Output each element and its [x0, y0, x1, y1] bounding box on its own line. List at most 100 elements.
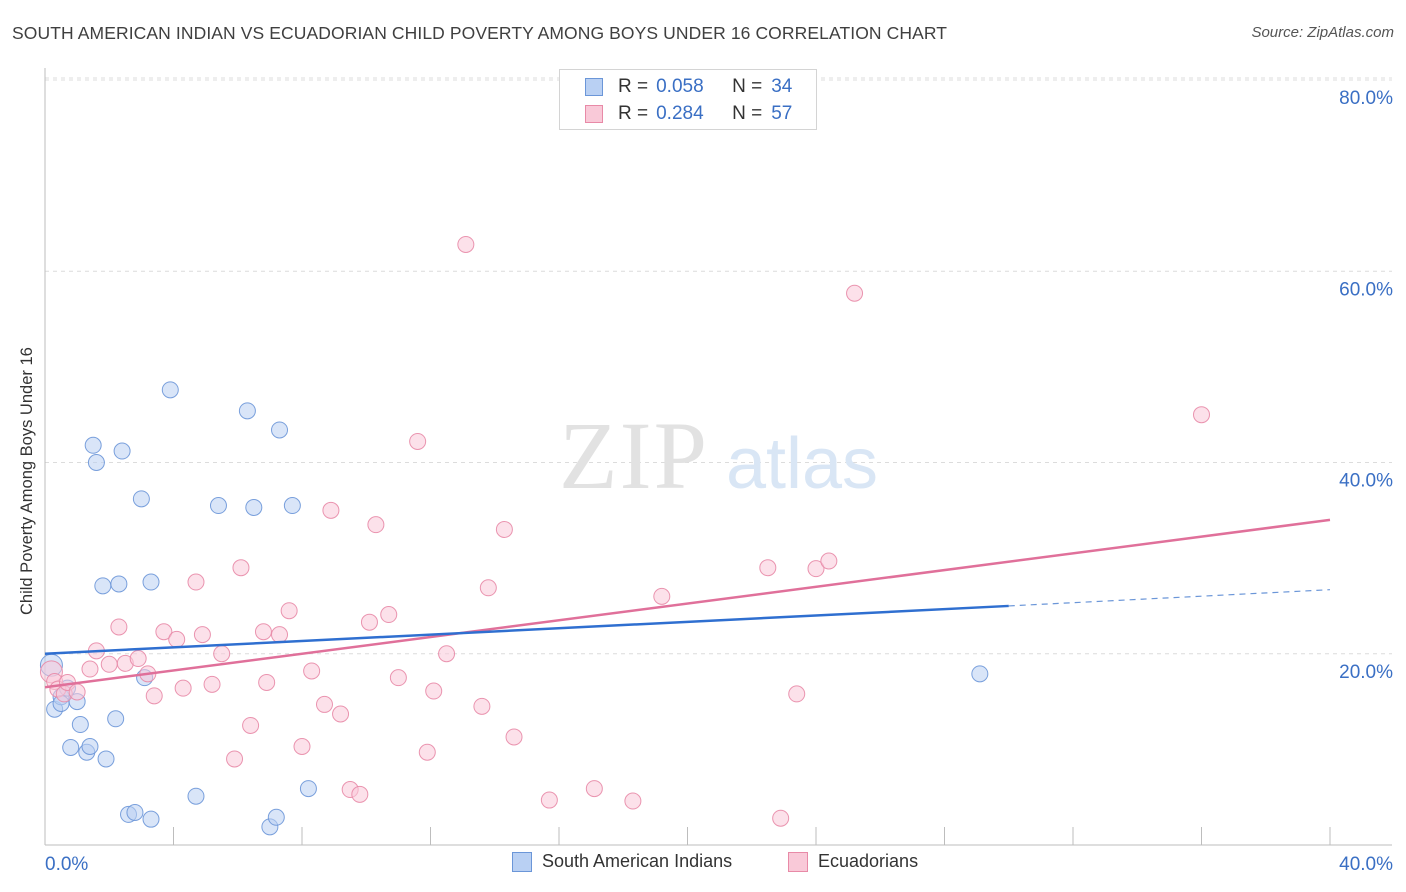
ecuadorian-point — [203, 675, 221, 693]
ecuadorian-point — [315, 695, 333, 713]
south-american-indian-point — [267, 808, 285, 826]
ecuadorian-point — [807, 560, 825, 578]
y-tick-label: 20.0% — [1339, 662, 1393, 683]
south-american-indian-point — [187, 787, 205, 805]
south-american-indian-point — [283, 497, 301, 515]
ecuadorian-point — [585, 780, 603, 798]
ecuadorian-point — [425, 682, 443, 700]
south-american-indian-point — [132, 490, 150, 508]
ecuadorian-point — [145, 687, 163, 705]
ecuadorian-point — [389, 669, 407, 687]
series-label: Ecuadorians — [818, 851, 919, 871]
ecuadorian-point — [772, 809, 790, 827]
ecuadorian-point — [409, 432, 427, 450]
south-american-indian-point — [84, 436, 102, 454]
legend-n-label: N = — [732, 103, 763, 124]
x-tick-label: 0.0% — [45, 854, 88, 875]
south-american-indian-trend-line — [44, 604, 1009, 655]
source-credit: Source: ZipAtlas.com — [1251, 24, 1394, 41]
ecuadorian-point — [232, 559, 250, 577]
watermark-atlas: atlas — [726, 424, 878, 504]
ecuadorian-point — [495, 520, 513, 538]
south-american-indian-point — [209, 497, 227, 515]
south-american-indian-point — [161, 381, 179, 399]
series-swatch-blue — [512, 851, 532, 872]
ecuadorian-point — [81, 660, 99, 678]
ecuadorian-point — [360, 613, 378, 631]
y-tick-label: 80.0% — [1339, 88, 1393, 109]
south-american-indian-point — [107, 710, 125, 728]
ecuadorian-point — [418, 743, 436, 761]
ecuadorian-point — [624, 792, 642, 810]
south-american-indian-point — [971, 665, 989, 683]
ecuadorian-point — [788, 685, 806, 703]
legend-n-value: 34 — [771, 76, 793, 97]
ecuadorian-point — [129, 650, 147, 668]
ecuadorian-point — [280, 602, 298, 620]
ecuadorian-point — [473, 697, 491, 715]
ecuadorian-point — [846, 284, 864, 302]
south-american-indian-point — [81, 738, 99, 756]
series-swatch-pink — [788, 851, 808, 872]
south-american-indian-point — [110, 575, 128, 593]
legend-n-label: N = — [732, 76, 763, 97]
ecuadorian-point — [457, 235, 475, 253]
ecuadorian-point — [193, 626, 211, 644]
ecuadorian-point — [258, 673, 276, 691]
ecuadorian-point — [322, 501, 340, 519]
axes — [44, 68, 1392, 846]
legend-r-value: 0.058 — [656, 76, 704, 97]
watermark-zip: ZIP — [559, 402, 709, 509]
legend-n-value: 57 — [771, 103, 793, 124]
ecuadorian-point — [479, 579, 497, 597]
ecuadorian-point — [820, 552, 838, 570]
south-american-indian-point — [245, 498, 263, 516]
ecuadorian-point — [293, 738, 311, 756]
ecuadorian-point — [68, 683, 86, 701]
legend-row-ecuadorians: R = 0.284 N = 57 — [585, 102, 793, 126]
ecuadorian-point — [540, 791, 558, 809]
legend-r-label: R = — [618, 76, 649, 97]
tick-labels: 20.0% 40.0% 60.0% 80.0% 0.0% 40.0% — [45, 88, 1393, 875]
series-label: South American Indians — [542, 851, 733, 871]
legend-swatch-blue — [585, 78, 603, 96]
south-american-indian-point — [71, 716, 89, 734]
ecuadorian-point — [438, 645, 456, 663]
south-american-indian-point — [142, 573, 160, 591]
ecuadorian-point — [380, 606, 398, 624]
legend-r-value: 0.284 — [656, 103, 704, 124]
legend-r-label: R = — [618, 103, 649, 124]
x-tick-label: 40.0% — [1339, 854, 1393, 875]
ecuadorian-point — [242, 716, 260, 734]
south-american-indian-trend-extension — [1008, 589, 1331, 607]
south-american-indian-point — [62, 738, 80, 756]
series-legend: South American Indians Ecuadorians — [0, 851, 1406, 877]
ecuadorian-point — [759, 559, 777, 577]
legend-swatch-pink — [585, 105, 603, 123]
ecuadorian-point — [351, 785, 369, 803]
ecuadorian-point — [168, 630, 186, 648]
y-tick-label: 40.0% — [1339, 471, 1393, 492]
ecuadorian-trend-line — [44, 518, 1331, 689]
south-american-indian-point — [271, 421, 289, 439]
south-american-indian-point — [87, 454, 105, 471]
y-tick-label: 60.0% — [1339, 279, 1393, 300]
ecuadorian-point — [155, 623, 173, 641]
legend-row-south-american-indians: R = 0.058 N = 34 — [585, 75, 793, 99]
ecuadorian-point — [254, 623, 272, 641]
ecuadorian-point — [505, 728, 523, 746]
south-american-indian-point — [299, 780, 317, 798]
ecuadorian-point — [110, 618, 128, 636]
ecuadorian-point — [226, 750, 244, 768]
series-legend-south-american-indians: South American Indians — [512, 851, 732, 872]
ecuadorian-point — [303, 662, 321, 680]
south-american-indian-point — [238, 402, 256, 420]
watermark: ZIP atlas — [559, 402, 878, 509]
series-legend-ecuadorians: Ecuadorians — [788, 851, 918, 872]
ecuadorian-point — [100, 655, 118, 673]
ecuadorian-point — [653, 587, 671, 605]
ecuadorian-point — [367, 516, 385, 534]
ecuadorian-point — [1193, 406, 1210, 424]
chart-title: SOUTH AMERICAN INDIAN VS ECUADORIAN CHIL… — [12, 23, 948, 43]
